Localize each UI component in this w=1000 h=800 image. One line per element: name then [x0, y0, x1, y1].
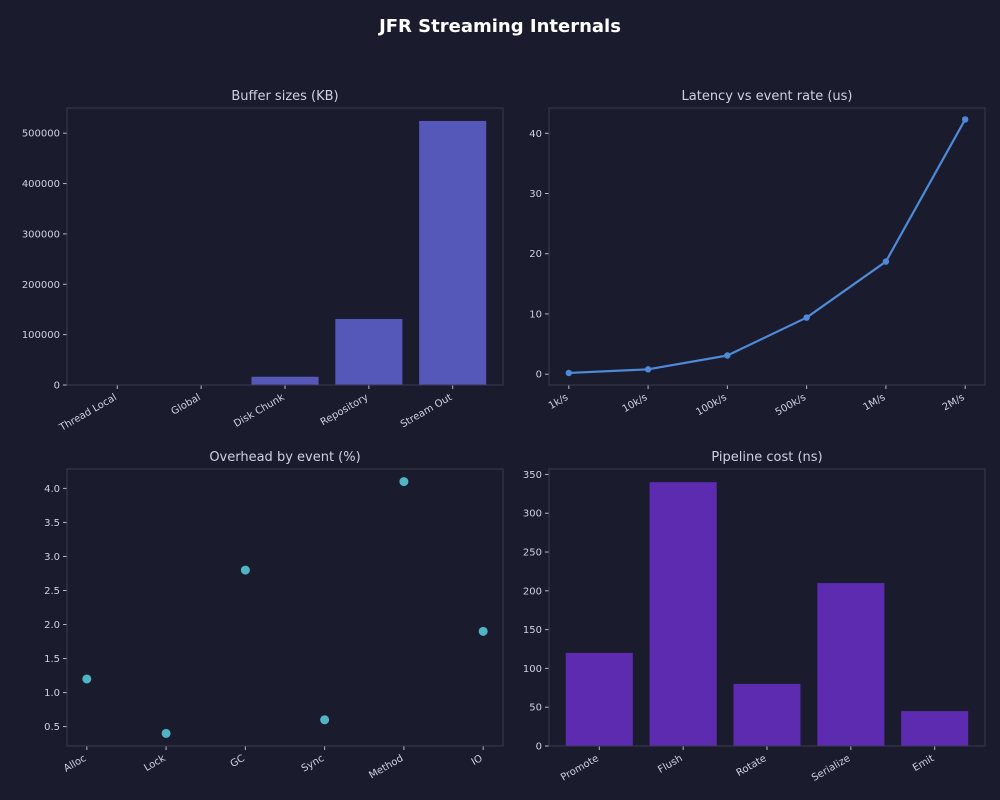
chart-title: Overhead by event (%): [209, 450, 360, 465]
scatter-point-io: [478, 626, 488, 636]
y-tick-label: 250: [523, 548, 542, 559]
line-point-1m-s: [882, 258, 890, 265]
x-tick-label: GC: [229, 753, 247, 770]
x-tick-label: IO: [470, 753, 485, 768]
x-tick-label: 10k/s: [621, 392, 650, 415]
y-tick-label: 3.5: [44, 518, 60, 529]
series-line: [568, 118, 967, 375]
x-tick-label: Disk Chunk: [232, 392, 287, 430]
x-tick-label: Flush: [656, 753, 684, 776]
line-point-10k-s: [644, 366, 652, 373]
x-tick-label: Stream Out: [399, 392, 454, 430]
y-tick-label: 4.0: [44, 484, 60, 495]
y-tick-label: 1.5: [44, 654, 60, 665]
y-tick-label: 300: [523, 509, 542, 520]
y-tick-label: 50: [529, 703, 542, 714]
plot-frame: [66, 107, 504, 386]
bar-emit: [901, 711, 969, 746]
x-tick-label: Global: [170, 392, 203, 417]
y-tick-label: 40: [529, 129, 542, 140]
line-point-500k-s: [803, 314, 810, 321]
plot-frame: [66, 468, 504, 747]
bar-flush: [649, 482, 717, 746]
overhead-chart: Overhead by event (%) 0.5 1.0 1.5 2.0 2.5 3.0 3…: [44, 450, 504, 781]
y-tick-label: 100: [523, 664, 542, 675]
y-tick-label: 3.0: [44, 552, 60, 563]
y-tick-label: 200: [523, 586, 542, 597]
x-tick-label: Thread Local: [57, 392, 119, 434]
y-tick-label: 200000: [22, 280, 60, 291]
latency-chart: Latency vs event rate (us) 0 10 20 30 40 1k/s 1…: [529, 89, 986, 418]
y-tick-label: 0.5: [44, 722, 60, 733]
plot-frame: [548, 107, 986, 386]
line-point-2m-s: [961, 116, 969, 123]
line-point-100k-s: [724, 352, 731, 359]
chart-title: Pipeline cost (ns): [711, 450, 822, 465]
y-tick-label: 300000: [22, 229, 60, 240]
bar-rotate: [733, 683, 801, 746]
bar-stream-out: [419, 120, 487, 386]
x-tick-label: Method: [367, 753, 405, 781]
x-tick-label: 500k/s: [774, 392, 808, 418]
scatter-point-sync: [320, 715, 330, 725]
bar-serialize: [817, 583, 885, 746]
y-tick-label: 100000: [22, 330, 60, 341]
bar-disk-chunk: [251, 376, 319, 385]
y-tick-label: 1.0: [44, 688, 60, 699]
x-tick-label: 1M/s: [861, 392, 887, 413]
bar-repository: [335, 318, 403, 385]
y-tick-label: 350: [523, 470, 542, 481]
x-tick-label: Repository: [319, 392, 371, 428]
y-tick-label: 0: [536, 370, 542, 381]
line-point-1k-s: [565, 369, 573, 377]
x-tick-label: 1k/s: [547, 392, 570, 412]
bar-promote: [565, 652, 633, 746]
scatter-point-lock: [161, 728, 171, 738]
y-tick-label: 10: [529, 309, 542, 320]
x-tick-label: Serialize: [810, 753, 852, 784]
y-tick-label: 400000: [22, 179, 60, 190]
scatter-point-alloc: [82, 674, 92, 684]
y-tick-label: 30: [529, 189, 542, 200]
y-tick-label: 2.5: [44, 586, 60, 597]
y-tick-label: 150: [523, 625, 542, 636]
x-tick-label: Lock: [142, 753, 167, 774]
x-tick-label: Sync: [300, 753, 326, 775]
y-tick-label: 500000: [22, 129, 60, 140]
y-tick-label: 0: [536, 742, 542, 753]
scatter-point-method: [399, 477, 409, 487]
x-tick-label: Emit: [911, 753, 936, 774]
buffer-sizes-chart: Buffer sizes (KB) 0 100000 200000 300000 4000…: [22, 89, 504, 434]
y-tick-label: 0: [54, 381, 60, 392]
figure-title: JFR Streaming Internals: [377, 16, 621, 37]
x-tick-label: 100k/s: [694, 392, 728, 418]
y-tick-label: 20: [529, 249, 542, 260]
plot-frame: [548, 468, 986, 747]
x-tick-label: Rotate: [735, 753, 769, 779]
y-tick-label: 2.0: [44, 620, 60, 631]
x-tick-label: Alloc: [62, 753, 88, 775]
pipeline-cost-chart: Pipeline cost (ns) 0 50 100 150 200 250 300 350 P…: [523, 450, 986, 784]
chart-title: Buffer sizes (KB): [231, 89, 338, 104]
scatter-point-gc: [240, 565, 250, 575]
chart-title: Latency vs event rate (us): [682, 89, 853, 104]
x-tick-label: Promote: [559, 753, 601, 783]
x-tick-label: 2M/s: [941, 392, 967, 413]
